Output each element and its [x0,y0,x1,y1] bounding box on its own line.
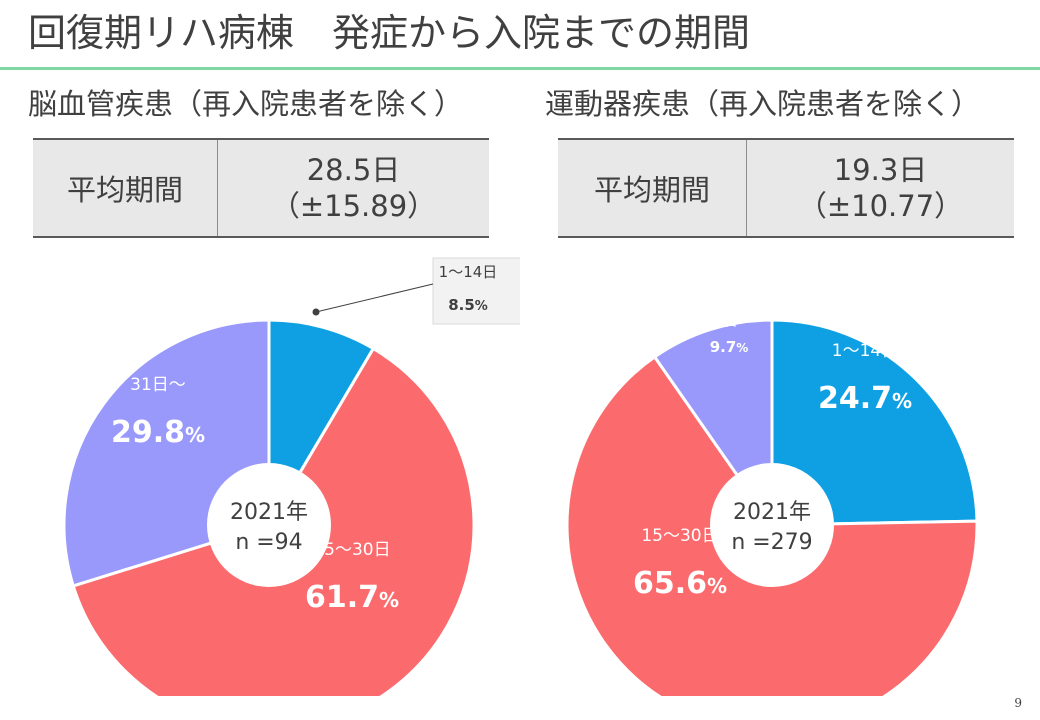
title-underline [0,67,1040,70]
slice-percent-3: 9.7% [710,338,749,356]
right-stat-sd: （±10.77） [797,189,964,223]
percent-sign: % [475,299,488,314]
slice-label-1: 1～14日 [832,341,898,361]
callout-box [432,257,520,325]
right-stat-value: 19.3日 （±10.77） [747,140,1014,236]
donut-hole [207,463,331,587]
percent-sign: % [185,423,205,447]
right-stat-label: 平均期間 [558,140,747,236]
slice-label-3: 31日～ [130,375,186,395]
right-stat-mean: 19.3日 [833,153,928,187]
left-stat-label: 平均期間 [33,140,218,236]
percent-sign: % [379,588,399,612]
left-stat-value: 28.5日 （±15.89） [218,140,489,236]
left-stat-table: 平均期間 28.5日 （±15.89） [33,138,489,238]
donut-hole [710,463,834,587]
left-donut-chart: 2021年 n =94 1～14日 8.5% 15～30日 61.7% 31日～ 29.8% [0,256,520,696]
center-label-n: n =94 [235,530,302,555]
left-stat-mean: 28.5日 [306,153,401,187]
slice-1 [770,318,979,527]
slice-label-2: 15～30日 [313,540,390,560]
percent-sign: % [736,341,748,355]
slice-label-1: 1～14日 [439,263,498,281]
page-number: 9 [1014,696,1022,710]
right-stat-table: 平均期間 19.3日 （±10.77） [558,138,1014,238]
center-label-year: 2021年 [733,500,811,525]
slice-label-3: 31日～ [706,314,752,330]
center-label-n: n =279 [731,530,812,555]
center-label-year: 2021年 [230,500,308,525]
callout-leader [315,283,434,313]
left-subtitle: 脳血管疾患（再入院患者を除く） [28,87,464,121]
slice-label-2: 15～30日 [641,526,718,546]
callout-dot [312,308,320,316]
right-subtitle: 運動器疾患（再入院患者を除く） [545,87,981,121]
percent-sign: % [892,389,912,413]
slice-percent-1: 8.5% [448,296,488,314]
left-stat-sd: （±15.89） [270,189,437,223]
slide-title: 回復期リハ病棟 発症から入院までの期間 [28,11,751,55]
percent-sign: % [707,574,727,598]
right-donut-chart: 2021年 n =279 1～14日 24.7% 15～30日 65.6% 31日～ 9.7% [520,256,1040,696]
